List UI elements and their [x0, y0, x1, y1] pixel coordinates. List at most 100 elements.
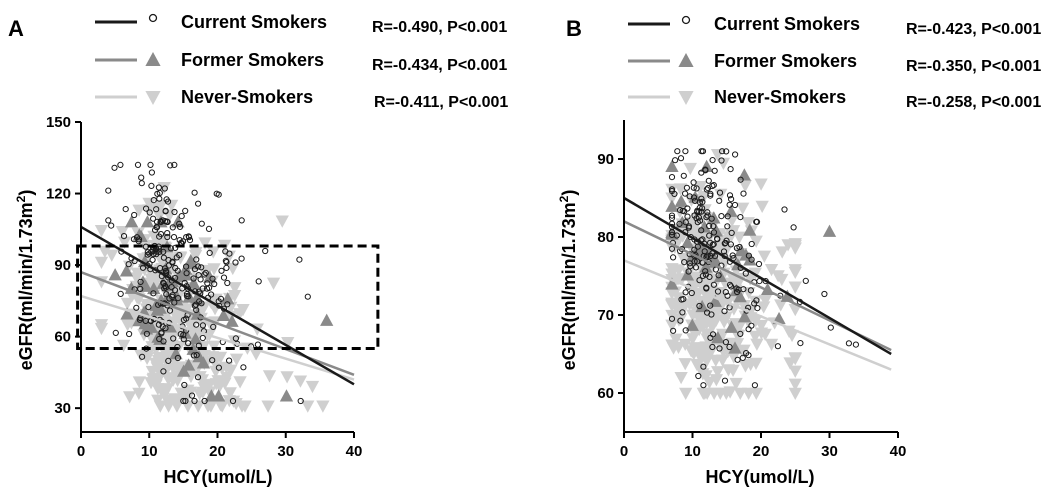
- data-point: [228, 282, 242, 295]
- data-point: [665, 183, 679, 196]
- panel-letter: B: [566, 16, 582, 41]
- data-point: [682, 148, 689, 155]
- legend-label-2: Never-Smokers: [714, 87, 846, 107]
- data-point: [137, 278, 144, 285]
- data-point: [210, 323, 217, 330]
- data-point: [775, 273, 789, 287]
- data-point: [112, 329, 119, 336]
- data-point: [238, 217, 245, 224]
- fit-line-0: [623, 196, 892, 356]
- data-point: [690, 194, 698, 201]
- y-tick-label: 30: [54, 400, 71, 417]
- data-point: [192, 388, 207, 401]
- y-tick-label: 90: [54, 257, 71, 274]
- data-point: [677, 207, 684, 214]
- x-tick-label: 20: [209, 443, 226, 460]
- data-point: [788, 365, 802, 378]
- data-point: [119, 264, 134, 277]
- data-point: [148, 182, 155, 189]
- data-point: [733, 290, 747, 303]
- data-point: [785, 329, 799, 343]
- data-point: [280, 371, 294, 384]
- data-point: [733, 387, 747, 400]
- data-point: [218, 267, 225, 274]
- data-point: [137, 285, 144, 292]
- data-point: [716, 346, 731, 359]
- data-point: [727, 166, 734, 173]
- data-point: [721, 364, 736, 377]
- data-point: [695, 372, 702, 380]
- data-point: [696, 277, 703, 284]
- data-point: [726, 192, 734, 199]
- data-point: [704, 318, 718, 331]
- data-point: [167, 245, 174, 252]
- data-point: [160, 368, 167, 375]
- data-point: [156, 335, 163, 343]
- data-point: [166, 307, 174, 314]
- data-point: [716, 197, 723, 204]
- data-point: [681, 208, 688, 215]
- data-point: [198, 237, 212, 250]
- data-point: [731, 201, 739, 209]
- data-point: [188, 332, 203, 345]
- data-point: [775, 246, 789, 259]
- data-point: [679, 309, 686, 316]
- data-point: [711, 331, 725, 344]
- y-tick-label: 80: [597, 229, 614, 246]
- data-point: [710, 281, 718, 288]
- data-point: [181, 381, 188, 389]
- data-point: [171, 299, 178, 306]
- data-point: [193, 352, 200, 359]
- data-point: [694, 207, 701, 214]
- data-point: [788, 281, 802, 294]
- data-point: [182, 207, 189, 214]
- data-point: [115, 225, 130, 239]
- x-tick-label: 10: [141, 443, 158, 460]
- data-point: [740, 190, 747, 197]
- data-point: [94, 256, 109, 269]
- data-point: [736, 202, 750, 215]
- data-point: [690, 179, 697, 186]
- data-point: [758, 328, 772, 342]
- fit-line-2: [80, 294, 355, 381]
- data-point: [668, 214, 676, 222]
- data-point: [254, 341, 261, 348]
- data-point: [757, 250, 772, 263]
- data-point: [703, 284, 710, 291]
- data-point: [206, 284, 213, 291]
- data-point: [232, 259, 239, 266]
- data-point: [111, 164, 118, 171]
- data-point: [153, 301, 167, 314]
- data-point: [790, 224, 797, 231]
- data-point: [191, 397, 198, 405]
- data-point: [682, 219, 689, 226]
- data-point: [742, 270, 749, 277]
- data-point: [692, 264, 700, 271]
- data-point: [699, 205, 706, 212]
- data-point: [195, 272, 202, 279]
- data-point: [211, 280, 218, 288]
- data-point: [721, 308, 728, 315]
- data-point: [196, 356, 211, 369]
- data-point: [122, 206, 129, 213]
- data-point: [187, 276, 201, 289]
- data-point: [193, 321, 200, 328]
- data-point: [668, 245, 676, 252]
- data-point: [164, 230, 171, 237]
- data-point: [680, 172, 687, 179]
- data-point: [827, 324, 834, 331]
- data-point: [716, 157, 731, 170]
- data-point: [139, 264, 147, 271]
- data-point: [764, 338, 779, 351]
- data-point: [153, 206, 160, 213]
- data-point: [680, 268, 695, 281]
- data-point: [176, 220, 183, 227]
- legend-marker-2: [678, 91, 694, 105]
- data-point: [781, 239, 795, 252]
- data-point: [738, 179, 752, 193]
- data-point: [788, 304, 802, 317]
- data-point: [154, 200, 168, 213]
- data-point: [698, 227, 705, 234]
- data-point: [161, 400, 176, 413]
- data-point: [153, 223, 160, 231]
